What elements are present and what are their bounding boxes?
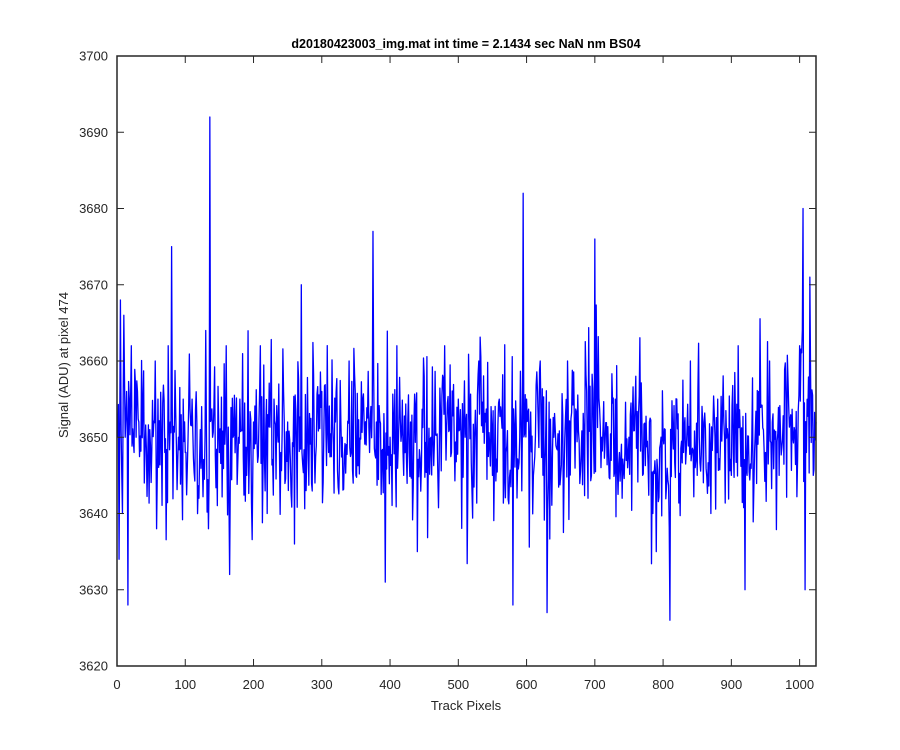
chart-title: d20180423003_img.mat int time = 2.1434 s…: [291, 37, 640, 51]
y-tick-label: 3650: [79, 430, 108, 445]
x-tick-label: 700: [584, 677, 606, 692]
y-tick-label: 3700: [79, 49, 108, 64]
x-tick-label: 100: [174, 677, 196, 692]
signal-line: [117, 116, 817, 621]
y-tick-label: 3620: [79, 659, 108, 674]
plot-area: [116, 55, 817, 667]
axis-ticks: 0 100 200 300 400 500 600 700 800 900 1000 3620 3630…: [79, 49, 816, 692]
x-tick-label: 600: [516, 677, 538, 692]
axes-background: [117, 56, 816, 666]
x-tick-label: 200: [243, 677, 265, 692]
x-tick-label: 500: [447, 677, 469, 692]
y-tick-label: 3680: [79, 201, 108, 216]
x-tick-label: 1000: [785, 677, 814, 692]
x-tick-label: 900: [721, 677, 743, 692]
x-tick-label: 800: [652, 677, 674, 692]
y-tick-label: 3640: [79, 506, 108, 521]
y-tick-label: 3690: [79, 125, 108, 140]
y-tick-label: 3630: [79, 582, 108, 597]
y-tick-label: 3660: [79, 354, 108, 369]
x-tick-label: 0: [113, 677, 120, 692]
x-axis-label: Track Pixels: [431, 698, 502, 713]
x-tick-label: 400: [379, 677, 401, 692]
y-axis-label: Signal (ADU) at pixel 474: [56, 292, 71, 438]
x-tick-label: 300: [311, 677, 333, 692]
y-tick-label: 3670: [79, 277, 108, 292]
